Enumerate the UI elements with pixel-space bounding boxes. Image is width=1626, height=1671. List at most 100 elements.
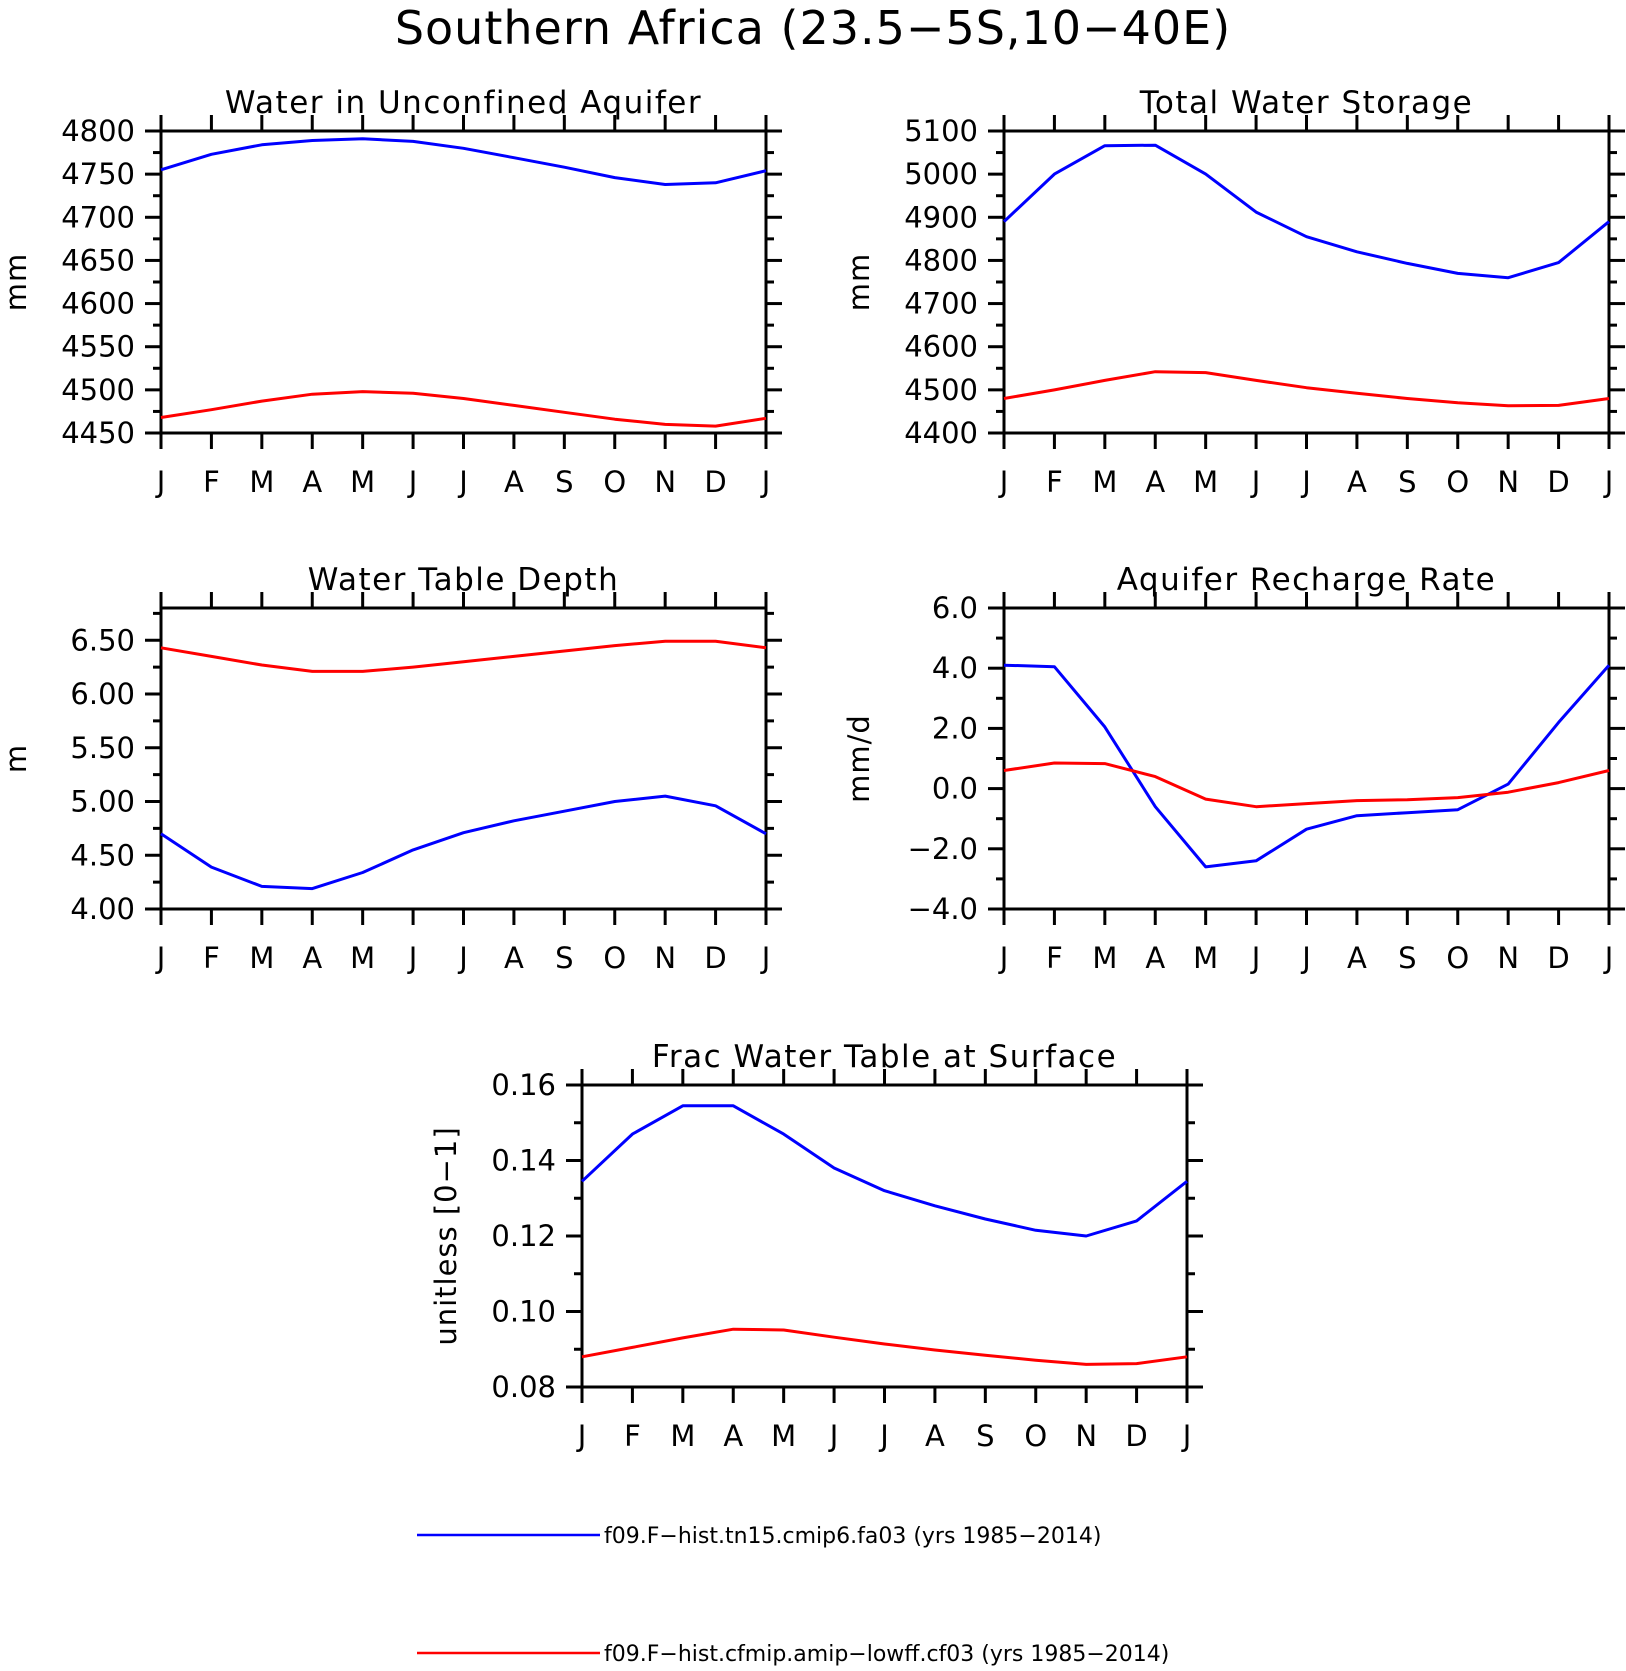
- x-tick-label: N: [1497, 465, 1519, 499]
- figure-title: Southern Africa (23.5−5S,10−40E): [395, 1, 1231, 55]
- y-tick-label: 4500: [61, 373, 135, 407]
- x-tick-label: J: [1300, 465, 1311, 499]
- x-tick-label: J: [457, 941, 468, 975]
- y-tick-label: 0.12: [491, 1219, 556, 1253]
- x-tick-label: S: [1398, 941, 1416, 975]
- plot-frame: [159, 129, 768, 435]
- x-tick-label: J: [760, 941, 771, 975]
- y-axis-label: m: [0, 744, 33, 773]
- x-tick-label: N: [1075, 1419, 1097, 1453]
- x-tick-label: S: [976, 1419, 994, 1453]
- series-line-0: [1003, 663, 1611, 869]
- x-tick-label: M: [1092, 941, 1117, 975]
- y-tick-label: −2.0: [908, 832, 978, 866]
- x-tick-label: J: [1250, 941, 1261, 975]
- x-tick-label: J: [1181, 1419, 1192, 1453]
- y-tick-label: 4800: [61, 114, 135, 148]
- series-line-1: [581, 1327, 1188, 1366]
- x-tick-label: D: [704, 941, 726, 975]
- y-tick-label: 4800: [904, 243, 978, 277]
- x-tick-label: A: [1347, 941, 1367, 975]
- x-tick-label: J: [155, 941, 166, 975]
- y-tick-label: 4550: [61, 330, 135, 364]
- legend-label-1: f09.F−hist.cfmip.amip−lowff.cf03 (yrs 19…: [604, 1642, 1169, 1667]
- y-tick-label: 4600: [904, 330, 978, 364]
- x-tick-label: F: [203, 465, 220, 499]
- y-tick-label: 0.16: [491, 1068, 556, 1102]
- y-tick-label: 4400: [904, 416, 978, 450]
- x-tick-label: J: [1603, 465, 1614, 499]
- x-tick-label: F: [624, 1419, 641, 1453]
- x-tick-label: A: [1145, 941, 1165, 975]
- y-tick-label: 4.50: [70, 838, 135, 872]
- x-tick-label: M: [350, 941, 375, 975]
- series-line-0: [1002, 143, 1610, 280]
- y-axis-label: unitless [0−1]: [429, 1126, 463, 1345]
- x-tick-label: J: [878, 1419, 889, 1453]
- y-tick-label: 4700: [904, 287, 978, 321]
- y-tick-label: 6.0: [932, 591, 978, 625]
- x-tick-label: O: [1024, 1419, 1047, 1453]
- series-line-0: [160, 137, 767, 186]
- x-tick-label: M: [670, 1419, 695, 1453]
- y-tick-label: 4750: [61, 157, 135, 191]
- y-tick-label: 4900: [904, 200, 978, 234]
- x-tick-label: S: [1398, 465, 1416, 499]
- x-tick-label: S: [555, 941, 573, 975]
- x-tick-label: F: [1046, 465, 1063, 499]
- x-tick-label: O: [1446, 465, 1469, 499]
- plot-frame: [159, 606, 768, 911]
- y-tick-label: 6.50: [70, 623, 135, 657]
- x-tick-label: D: [704, 465, 726, 499]
- x-tick-label: M: [350, 465, 375, 499]
- x-tick-label: N: [1497, 941, 1519, 975]
- y-tick-label: 5.50: [70, 731, 135, 765]
- y-tick-label: 4.0: [932, 651, 978, 685]
- x-tick-label: A: [302, 941, 322, 975]
- y-tick-label: 5.00: [70, 785, 135, 819]
- x-tick-label: J: [828, 1419, 839, 1453]
- series-line-1: [160, 390, 767, 428]
- x-tick-label: A: [1145, 465, 1165, 499]
- x-tick-label: D: [1547, 465, 1569, 499]
- y-tick-label: 0.14: [491, 1144, 556, 1178]
- legend: f09.F−hist.tn15.cmip6.fa03 (yrs 1985−201…: [417, 1524, 1169, 1667]
- series-line-0: [160, 794, 767, 891]
- x-tick-label: J: [760, 465, 771, 499]
- x-tick-label: A: [504, 941, 524, 975]
- x-tick-label: A: [302, 465, 322, 499]
- x-tick-label: M: [771, 1419, 796, 1453]
- x-tick-label: M: [249, 465, 274, 499]
- x-tick-label: J: [407, 941, 418, 975]
- plot-frame: [1002, 606, 1611, 911]
- y-tick-label: 4.00: [70, 892, 135, 926]
- x-tick-label: J: [407, 465, 418, 499]
- x-tick-label: A: [504, 465, 524, 499]
- y-tick-label: 0.10: [491, 1295, 556, 1329]
- series-line-1: [1003, 370, 1610, 408]
- x-tick-label: O: [603, 941, 626, 975]
- x-tick-label: M: [249, 941, 274, 975]
- y-tick-label: 5000: [904, 157, 978, 191]
- x-tick-label: O: [603, 465, 626, 499]
- series-line-1: [160, 639, 767, 673]
- y-tick-label: 2.0: [932, 711, 978, 745]
- x-tick-label: J: [998, 465, 1009, 499]
- y-tick-label: 4650: [61, 243, 135, 277]
- y-axis-label: mm/d: [842, 714, 876, 803]
- y-tick-label: 0.08: [491, 1370, 556, 1404]
- y-tick-label: 0.0: [932, 772, 978, 806]
- y-tick-label: −4.0: [908, 892, 978, 926]
- x-tick-label: D: [1125, 1419, 1147, 1453]
- x-tick-label: M: [1193, 941, 1218, 975]
- x-tick-label: A: [723, 1419, 743, 1453]
- x-tick-label: S: [555, 465, 573, 499]
- x-tick-label: F: [203, 941, 220, 975]
- x-tick-label: M: [1193, 465, 1218, 499]
